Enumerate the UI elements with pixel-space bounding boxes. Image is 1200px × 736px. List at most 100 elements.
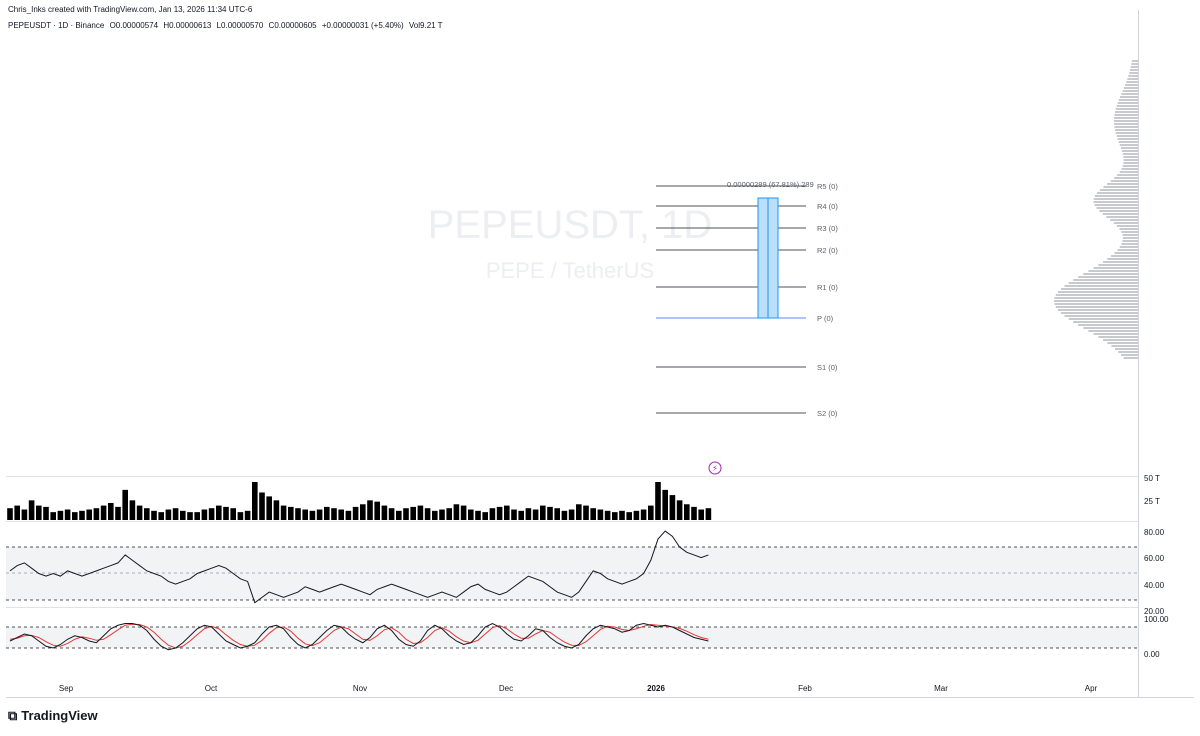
volume-bar: [36, 505, 42, 520]
volume-bar: [367, 500, 373, 520]
volume-bar: [532, 509, 539, 520]
pivot-label: P (0): [817, 314, 834, 323]
volume-profile-bar: [1098, 336, 1138, 338]
volume-bar: [208, 508, 215, 520]
volume-profile-bar: [1114, 177, 1138, 179]
volume-bar: [410, 506, 416, 520]
time-tick-label: 2026: [647, 684, 665, 693]
volume-bar: [396, 510, 402, 520]
measure-label: 0.00000289 (67.81%) 289: [727, 180, 814, 189]
volume-profile-bar: [1096, 207, 1138, 209]
volume-profile-bar: [1057, 291, 1138, 293]
volume-bar: [57, 510, 64, 520]
volume-profile-bar: [1102, 213, 1138, 215]
price-axis[interactable]: 0.000016000.000013000.000011500.00001050…: [1144, 0, 1187, 659]
volume-bar: [144, 508, 150, 520]
volume-profile-bar: [1128, 75, 1138, 77]
volume-bar: [252, 482, 258, 520]
volume-bar: [172, 508, 179, 520]
volume-bar: [187, 512, 193, 520]
volume-profile-bar: [1123, 156, 1138, 158]
volume-profile-bar: [1115, 108, 1138, 110]
volume-profile-bar: [1054, 303, 1138, 305]
pivot-label: S2 (0): [817, 409, 838, 418]
volume-bars: [7, 482, 712, 520]
volume-profile-bar: [1121, 93, 1138, 95]
volume-bar: [93, 508, 100, 520]
volume-profile-bar: [1068, 282, 1138, 284]
volume-profile-bar: [1107, 342, 1138, 344]
volume-profile-bar: [1118, 351, 1138, 353]
volume-profile-bar: [1113, 120, 1138, 122]
volume-profile-bar: [1117, 174, 1138, 176]
volume-tick-label: 25 T: [1144, 497, 1160, 506]
pivot-label: R1 (0): [817, 283, 838, 292]
volume-profile-bar: [1111, 255, 1138, 257]
volume-bar: [50, 512, 56, 520]
volume-bar: [655, 482, 661, 520]
watermark-symbol: PEPEUSDT, 1D: [428, 203, 713, 247]
volume-profile-bar: [1119, 144, 1138, 146]
time-tick-label: Dec: [499, 684, 513, 693]
volume-bar: [648, 505, 654, 520]
volume-bar: [324, 506, 330, 520]
volume-profile-bar: [1130, 69, 1138, 71]
volume-bar: [388, 508, 395, 520]
volume-profile-bar: [1121, 168, 1138, 170]
change-value: +0.00000031 (+5.40%): [321, 21, 404, 30]
volume-bar: [496, 506, 503, 520]
lightning-icon: ⚡: [712, 464, 718, 473]
rsi-tick-label: 60.00: [1144, 554, 1165, 563]
volume-profile-bar: [1117, 249, 1138, 251]
volume-bar: [705, 508, 712, 520]
volume-profile-bar: [1083, 327, 1138, 329]
volume-profile-bar: [1078, 276, 1138, 278]
stoch-tick-label: 0.00: [1144, 650, 1160, 659]
volume-bar: [338, 509, 344, 520]
volume-profile-bar: [1126, 81, 1138, 83]
volume-profile-bar: [1114, 123, 1138, 125]
volume-profile-bar: [1106, 216, 1138, 218]
volume-bar: [475, 510, 481, 520]
volume-profile: [1054, 60, 1138, 359]
volume-bar: [230, 508, 236, 520]
volume-profile-bar: [1110, 219, 1138, 221]
volume-profile-bar: [1060, 288, 1138, 290]
volume-profile-bar: [1119, 171, 1138, 173]
volume-bar: [698, 509, 704, 520]
volume-profile-bar: [1123, 357, 1138, 359]
volume-bar: [381, 505, 388, 520]
volume-profile-bar: [1131, 63, 1138, 65]
volume-bar: [288, 506, 294, 520]
volume-bar: [302, 509, 308, 520]
volume-profile-bar: [1068, 318, 1138, 320]
pivot-label: R3 (0): [817, 224, 838, 233]
volume-profile-bar: [1114, 129, 1138, 131]
volume-value: Vol9.21 T: [408, 21, 443, 30]
volume-profile-bar: [1114, 111, 1138, 113]
time-axis[interactable]: Sep Oct Nov Dec 2026 Feb Mar Apr: [59, 684, 1098, 693]
volume-profile-bar: [1121, 231, 1138, 233]
volume-bar: [626, 512, 632, 520]
volume-bar: [590, 508, 596, 520]
volume-profile-bar: [1102, 261, 1138, 263]
volume-profile-bar: [1127, 78, 1138, 80]
volume-bar: [432, 510, 438, 520]
volume-profile-bar: [1119, 228, 1138, 230]
volume-bar: [7, 508, 13, 520]
volume-profile-bar: [1122, 153, 1138, 155]
volume-profile-bar: [1116, 135, 1138, 137]
volume-bar: [180, 510, 186, 520]
volume-profile-bar: [1078, 324, 1138, 326]
volume-profile-bar: [1113, 222, 1138, 224]
volume-profile-bar: [1055, 306, 1138, 308]
stoch-d-line: [9, 623, 709, 649]
volume-bar: [669, 495, 676, 520]
close-value: C0.00000605: [268, 21, 317, 30]
ohlc-legend: PEPEUSDT · 1D · Binance O0.00000574 H0.0…: [8, 21, 446, 30]
event-icon[interactable]: [708, 461, 722, 475]
volume-bar: [403, 508, 409, 520]
volume-bar: [115, 506, 121, 520]
tv-logo-icon: ⧉: [8, 708, 18, 723]
